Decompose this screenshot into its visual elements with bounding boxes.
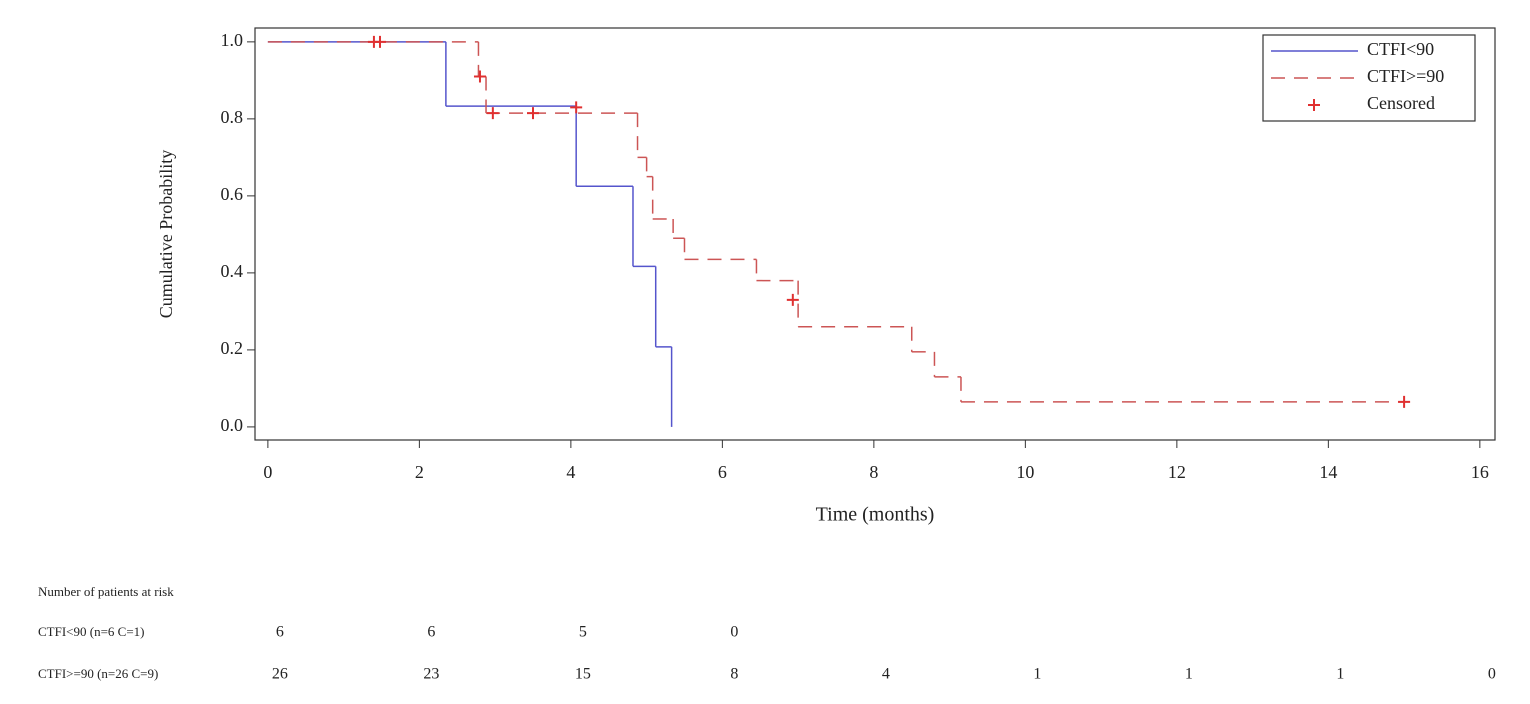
censor-mark bbox=[373, 35, 386, 48]
y-tick-label: 0.6 bbox=[221, 184, 244, 204]
risk-count: 6 bbox=[427, 624, 435, 641]
censor-mark bbox=[526, 107, 539, 120]
risk-count: 23 bbox=[423, 666, 439, 683]
x-tick-label: 4 bbox=[566, 462, 575, 482]
censor-mark bbox=[473, 70, 486, 83]
risk-count: 26 bbox=[272, 666, 288, 683]
censor-mark bbox=[486, 107, 499, 120]
x-tick-label: 6 bbox=[718, 462, 727, 482]
risk-table-title: Number of patients at risk bbox=[38, 584, 174, 599]
censor-mark bbox=[1398, 395, 1411, 408]
risk-count: 0 bbox=[730, 624, 738, 641]
risk-count: 8 bbox=[730, 666, 738, 683]
legend-marker bbox=[1308, 99, 1320, 111]
risk-count: 4 bbox=[882, 666, 890, 683]
y-tick-label: 0.0 bbox=[221, 415, 244, 435]
y-axis-label: Cumulative Probability bbox=[156, 150, 176, 319]
risk-count: 1 bbox=[1185, 666, 1193, 683]
y-tick-label: 0.4 bbox=[221, 261, 244, 281]
legend-label: CTFI<90 bbox=[1367, 39, 1434, 59]
y-tick-label: 0.2 bbox=[221, 338, 244, 358]
censor-mark bbox=[570, 101, 583, 114]
x-tick-label: 10 bbox=[1016, 462, 1034, 482]
risk-count: 6 bbox=[276, 624, 284, 641]
x-tick-label: 12 bbox=[1168, 462, 1186, 482]
x-tick-label: 14 bbox=[1319, 462, 1337, 482]
y-tick-label: 1.0 bbox=[221, 30, 244, 50]
risk-count: 15 bbox=[575, 666, 591, 683]
legend-label: CTFI>=90 bbox=[1367, 66, 1444, 86]
x-axis-label: Time (months) bbox=[816, 504, 935, 526]
risk-count: 1 bbox=[1336, 666, 1344, 683]
x-tick-label: 16 bbox=[1471, 462, 1489, 482]
x-tick-label: 2 bbox=[415, 462, 424, 482]
risk-count: 1 bbox=[1033, 666, 1041, 683]
risk-row-label: CTFI<90 (n=6 C=1) bbox=[38, 624, 145, 639]
y-tick-label: 0.8 bbox=[221, 107, 244, 127]
plot-frame bbox=[254, 27, 1496, 441]
risk-row-label: CTFI>=90 (n=26 C=9) bbox=[38, 666, 158, 681]
censor-mark bbox=[786, 293, 799, 306]
risk-count: 5 bbox=[579, 624, 587, 641]
legend-label: Censored bbox=[1367, 93, 1435, 113]
risk-count: 0 bbox=[1488, 666, 1496, 683]
x-tick-label: 8 bbox=[869, 462, 878, 482]
x-tick-label: 0 bbox=[263, 462, 272, 482]
